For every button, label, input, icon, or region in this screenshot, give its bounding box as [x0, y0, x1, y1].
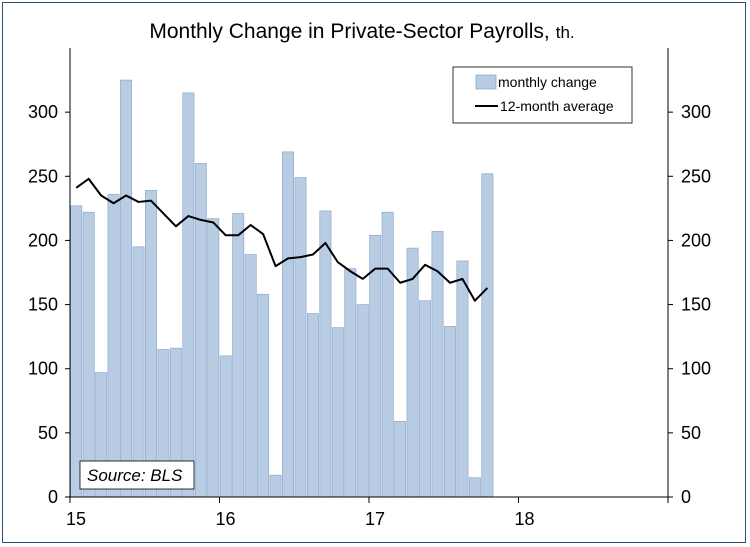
- bar: [82, 211, 95, 498]
- y-axis-labels: 0 0 50 50 100 100 150 150 200 200 250 250 300 300: [28, 102, 711, 507]
- bar: [70, 205, 83, 498]
- y-tick-label-right: 150: [681, 295, 711, 315]
- bar: [207, 218, 220, 498]
- y-tick-label-left: 50: [38, 423, 58, 443]
- y-tick-label-left: 150: [28, 295, 58, 315]
- chart-title: Monthly Change in Private-Sector Payroll…: [149, 20, 574, 43]
- bar: [356, 304, 369, 498]
- bar: [244, 254, 257, 498]
- bar: [331, 327, 344, 498]
- bar: [394, 420, 407, 498]
- y-tick-label-left: 0: [48, 487, 58, 507]
- bar: [219, 355, 232, 498]
- y-axis-ticks: [65, 111, 673, 498]
- legend-swatch-bar: [475, 74, 497, 90]
- bar: [145, 190, 157, 498]
- bar: [406, 247, 419, 498]
- x-tick-label: 17: [365, 509, 385, 529]
- bar: [107, 193, 120, 498]
- bar: [194, 163, 207, 498]
- source-box: [79, 460, 195, 490]
- bar: [282, 151, 295, 498]
- legend-label-12-month-average: 12-month average: [500, 98, 614, 114]
- bar: [306, 313, 319, 498]
- bar: [444, 326, 456, 498]
- y-tick-label-right: 300: [681, 102, 711, 122]
- bar: [319, 210, 332, 498]
- bar: [419, 300, 432, 498]
- y-tick-label-left: 300: [28, 102, 58, 122]
- bar: [381, 211, 394, 498]
- y-tick-label-right: 50: [681, 423, 701, 443]
- legend-label-monthly-change: monthly change: [498, 74, 597, 90]
- line-12-month-average: [75, 177, 489, 302]
- chart-title-unit: th.: [556, 23, 575, 42]
- bar: [369, 234, 382, 498]
- x-tick-label: 18: [514, 509, 534, 529]
- source-note: Source: BLS: [79, 460, 195, 490]
- y-tick-label-right: 100: [681, 359, 711, 379]
- bar: [481, 173, 494, 498]
- axes: [69, 48, 669, 503]
- chart-title-main: Monthly Change in Private-Sector Payroll…: [149, 20, 549, 43]
- y-tick-label-right: 0: [681, 487, 691, 507]
- y-tick-label-left: 250: [28, 166, 58, 186]
- x-tick-label: 16: [215, 509, 235, 529]
- y-tick-label-left: 200: [28, 230, 58, 250]
- bar: [257, 293, 270, 498]
- bar: [120, 79, 133, 498]
- y-tick-label-right: 250: [681, 166, 711, 186]
- bar: [468, 477, 481, 498]
- x-axis-labels: 15 16 17 18: [66, 509, 535, 529]
- bar: [344, 268, 357, 498]
- bar: [182, 92, 195, 498]
- bar: [456, 260, 469, 498]
- y-tick-label-left: 100: [28, 359, 58, 379]
- bar: [132, 246, 145, 498]
- bar: [294, 177, 307, 498]
- x-tick-label: 15: [66, 509, 86, 529]
- y-tick-label-right: 200: [681, 230, 711, 250]
- line-series-12-month-average: [75, 177, 489, 302]
- bar-series-monthly-change: [70, 79, 494, 498]
- source-text: Source: BLS: [87, 466, 183, 485]
- bar: [232, 213, 245, 498]
- legend: monthly change 12-month average: [452, 66, 633, 124]
- bar: [269, 474, 282, 498]
